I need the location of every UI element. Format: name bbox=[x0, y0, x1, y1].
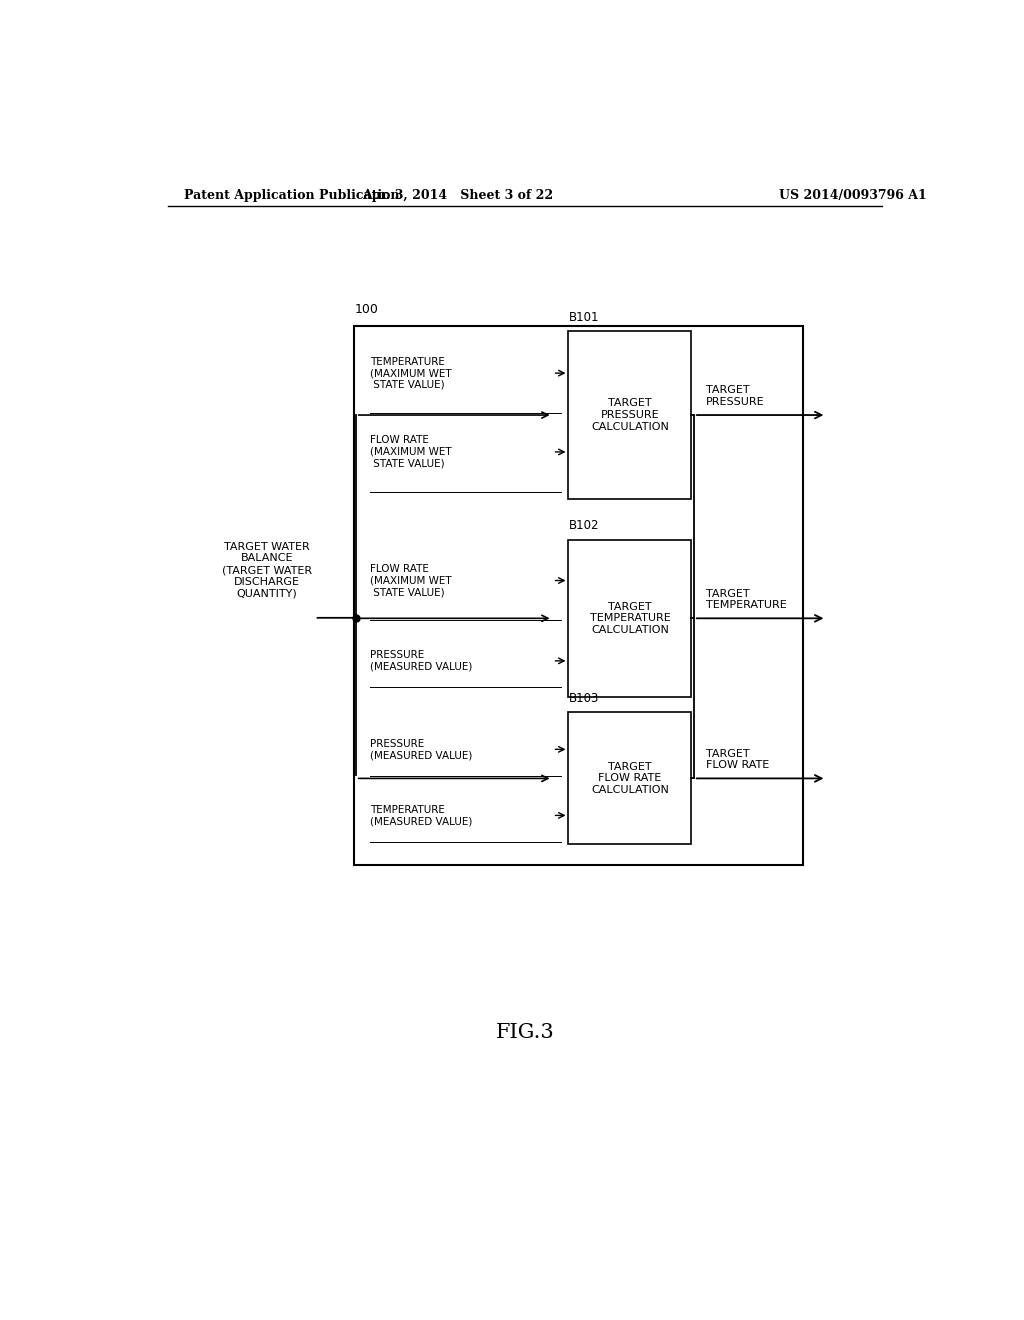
Text: FIG.3: FIG.3 bbox=[496, 1023, 554, 1041]
Text: Apr. 3, 2014   Sheet 3 of 22: Apr. 3, 2014 Sheet 3 of 22 bbox=[361, 189, 553, 202]
Bar bbox=[568, 331, 691, 499]
Text: TEMPERATURE
(MAXIMUM WET
 STATE VALUE): TEMPERATURE (MAXIMUM WET STATE VALUE) bbox=[370, 356, 452, 389]
Text: 100: 100 bbox=[354, 304, 378, 315]
Text: FLOW RATE
(MAXIMUM WET
 STATE VALUE): FLOW RATE (MAXIMUM WET STATE VALUE) bbox=[370, 436, 452, 469]
Text: TARGET WATER
BALANCE
(TARGET WATER
DISCHARGE
QUANTITY): TARGET WATER BALANCE (TARGET WATER DISCH… bbox=[222, 541, 312, 598]
Text: TARGET
FLOW RATE: TARGET FLOW RATE bbox=[706, 748, 769, 771]
Text: US 2014/0093796 A1: US 2014/0093796 A1 bbox=[778, 189, 927, 202]
Bar bbox=[568, 713, 691, 845]
Bar bbox=[568, 540, 691, 697]
Text: PRESSURE
(MEASURED VALUE): PRESSURE (MEASURED VALUE) bbox=[370, 649, 472, 672]
Text: TARGET
PRESSURE
CALCULATION: TARGET PRESSURE CALCULATION bbox=[591, 399, 669, 432]
Text: TARGET
TEMPERATURE: TARGET TEMPERATURE bbox=[706, 589, 786, 610]
Bar bbox=[354, 326, 803, 865]
Text: TARGET
PRESSURE: TARGET PRESSURE bbox=[706, 385, 764, 407]
Text: TARGET
TEMPERATURE
CALCULATION: TARGET TEMPERATURE CALCULATION bbox=[590, 602, 671, 635]
Text: Patent Application Publication: Patent Application Publication bbox=[183, 189, 399, 202]
Text: TARGET
FLOW RATE
CALCULATION: TARGET FLOW RATE CALCULATION bbox=[591, 762, 669, 795]
Text: PRESSURE
(MEASURED VALUE): PRESSURE (MEASURED VALUE) bbox=[370, 738, 472, 760]
Text: FLOW RATE
(MAXIMUM WET
 STATE VALUE): FLOW RATE (MAXIMUM WET STATE VALUE) bbox=[370, 564, 452, 597]
Text: B101: B101 bbox=[568, 312, 599, 325]
Text: B102: B102 bbox=[568, 520, 599, 532]
Text: B103: B103 bbox=[568, 692, 599, 705]
Text: TEMPERATURE
(MEASURED VALUE): TEMPERATURE (MEASURED VALUE) bbox=[370, 805, 472, 826]
